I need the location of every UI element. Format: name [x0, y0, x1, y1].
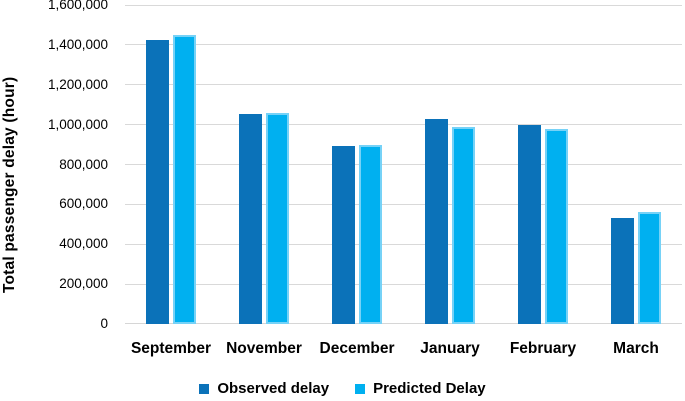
bar-observed-delay-september [146, 40, 169, 324]
gridline-1-000-000 [125, 124, 682, 125]
bar-predicted-delay-march [638, 212, 661, 324]
y-tick-label-0: 0 [100, 316, 108, 331]
legend-label-predicted-delay: Predicted Delay [373, 380, 486, 397]
y-tick-label-1-000-000: 1,000,000 [47, 117, 108, 132]
y-tick-label-800-000: 800,000 [59, 157, 108, 172]
legend-swatch-observed-delay [199, 383, 210, 394]
gridline-200-000 [125, 284, 682, 285]
gridline-600-000 [125, 204, 682, 205]
x-axis-label-december: December [319, 340, 395, 357]
legend-swatch-predicted-delay [355, 383, 366, 394]
bar-observed-delay-march [611, 218, 634, 324]
bar-predicted-delay-november [266, 113, 289, 324]
x-axis-label-february: February [509, 340, 577, 357]
y-tick-label-200-000: 200,000 [59, 276, 108, 291]
plot-area [125, 5, 682, 324]
bar-predicted-delay-september [173, 35, 196, 324]
bar-observed-delay-november [239, 114, 262, 324]
x-axis-label-november: November [226, 340, 302, 357]
legend-item-predicted-delay: Predicted Delay [355, 380, 486, 397]
gridline-800-000 [125, 164, 682, 165]
x-axis-label-march: March [613, 340, 659, 357]
gridline-1-600-000 [125, 5, 682, 6]
bar-predicted-delay-december [359, 145, 382, 324]
gridline-400-000 [125, 244, 682, 245]
bar-observed-delay-february [518, 125, 541, 324]
y-tick-label-1-400-000: 1,400,000 [47, 37, 108, 52]
x-axis-label-january: January [420, 340, 480, 357]
bar-predicted-delay-january [452, 127, 475, 324]
y-tick-label-1-600-000: 1,600,000 [47, 0, 108, 12]
y-tick-label-600-000: 600,000 [59, 196, 108, 211]
legend-item-observed-delay: Observed delay [199, 380, 329, 397]
legend-label-observed-delay: Observed delay [217, 380, 330, 397]
bar-observed-delay-january [425, 119, 448, 324]
y-tick-label-1-200-000: 1,200,000 [47, 77, 108, 92]
x-axis-line [125, 323, 682, 324]
bar-predicted-delay-february [545, 129, 568, 324]
bar-observed-delay-december [332, 146, 355, 324]
gridline-1-400-000 [125, 44, 682, 45]
gridline-1-200-000 [125, 84, 682, 85]
y-tick-label-400-000: 400,000 [59, 236, 108, 251]
x-axis-label-september: September [130, 340, 212, 357]
legend: Observed delay Predicted Delay [0, 380, 685, 397]
